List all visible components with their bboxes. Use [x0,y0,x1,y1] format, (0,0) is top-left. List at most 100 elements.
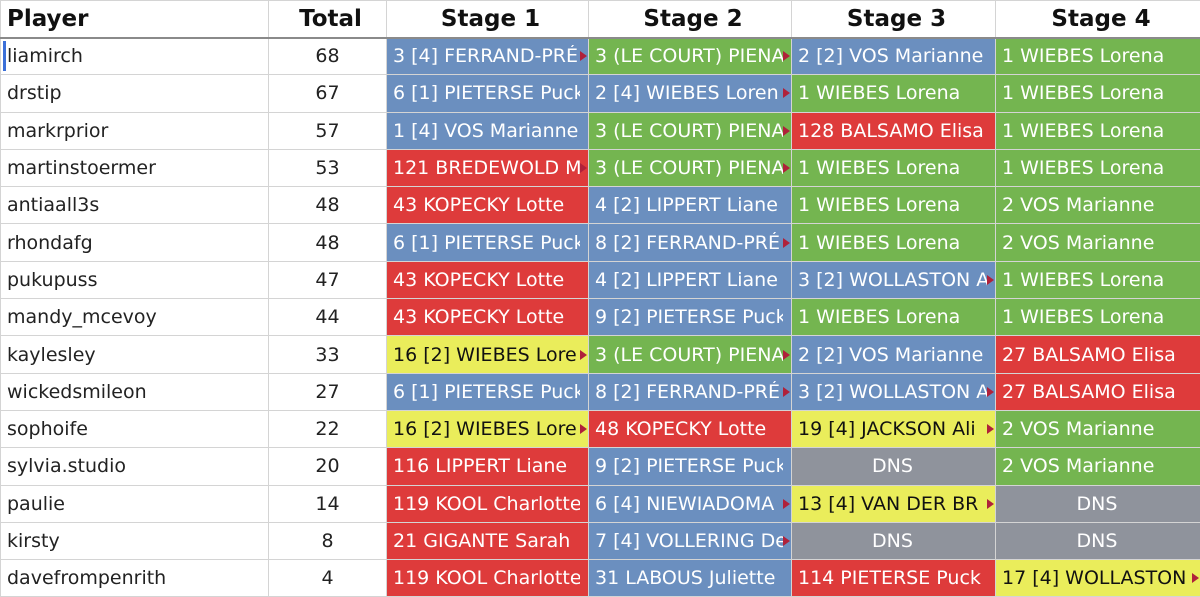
stage-1-cell[interactable]: 43 KOPECKY Lotte [386,298,589,337]
stage-4-cell[interactable]: 2 VOS Marianne [995,447,1200,486]
stage-3-cell[interactable]: 3 [2] WOLLASTON A [791,260,996,300]
stage-3-cell[interactable]: 128 BALSAMO Elisa [791,111,996,150]
stage-4-cell[interactable]: 2 VOS Marianne [995,186,1200,225]
stage-3-cell[interactable]: DNS [791,447,996,486]
stage-cell-text: 48 KOPECKY Lotte [595,418,767,441]
stage-1-cell[interactable]: 16 [2] WIEBES Lore [386,409,589,449]
stage-3-cell[interactable]: 1 WIEBES Lorena [791,298,996,337]
stage-2-cell[interactable]: 31 LABOUS Juliette [588,559,792,597]
header-stage-2[interactable]: Stage 2 [588,0,792,39]
player-cell[interactable]: sylvia.studio [0,447,269,486]
stage-4-cell[interactable]: 2 VOS Marianne [995,223,1200,262]
total-cell[interactable]: 53 [268,148,387,188]
stage-cell-text: DNS [1076,530,1118,552]
player-cell[interactable]: liamirch [0,36,269,76]
stage-1-cell[interactable]: 43 KOPECKY Lotte [386,186,589,225]
stage-1-cell[interactable]: 6 [1] PIETERSE Puck [386,74,589,113]
stage-2-cell[interactable]: 7 [4] VOLLERING De [588,521,792,561]
player-cell[interactable]: rhondafg [0,223,269,262]
stage-3-cell[interactable]: 3 [2] WOLLASTON A [791,372,996,411]
total-cell[interactable]: 68 [268,36,387,76]
total-cell[interactable]: 47 [268,260,387,300]
stage-2-cell[interactable]: 9 [2] PIETERSE Puck [588,298,792,337]
stage-2-cell[interactable]: 3 (LE COURT) PIENA [588,36,792,76]
stage-2-cell[interactable]: 9 [2] PIETERSE Puck [588,447,792,486]
stage-4-cell[interactable]: 1 WIEBES Lorena [995,260,1200,300]
total-cell[interactable]: 48 [268,186,387,225]
player-cell[interactable]: kirsty [0,521,269,561]
stage-2-cell[interactable]: 2 [4] WIEBES Loren [588,74,792,113]
stage-3-cell[interactable]: 1 WIEBES Lorena [791,148,996,188]
stage-cell-text: 3 [4] FERRAND-PRÉ [393,45,579,68]
stage-1-cell[interactable]: 3 [4] FERRAND-PRÉ [386,36,589,76]
stage-3-cell[interactable]: DNS [791,521,996,561]
header-total[interactable]: Total [268,0,387,39]
stage-2-cell[interactable]: 4 [2] LIPPERT Liane [588,260,792,300]
stage-2-cell[interactable]: 3 (LE COURT) PIENA [588,335,792,374]
stage-1-cell[interactable]: 119 KOOL Charlotte [386,484,589,523]
stage-4-cell[interactable]: 27 BALSAMO Elisa [995,335,1200,374]
stage-3-cell[interactable]: 1 WIEBES Lorena [791,186,996,225]
stage-4-cell[interactable]: 1 WIEBES Lorena [995,111,1200,150]
stage-4-cell[interactable]: DNS [995,521,1200,561]
player-cell[interactable]: wickedsmileon [0,372,269,411]
stage-1-cell[interactable]: 121 BREDEWOLD M [386,148,589,188]
stage-2-cell[interactable]: 48 KOPECKY Lotte [588,409,792,449]
player-cell[interactable]: martinstoermer [0,148,269,188]
stage-3-cell[interactable]: 1 WIEBES Lorena [791,223,996,262]
stage-2-cell[interactable]: 4 [2] LIPPERT Liane [588,186,792,225]
player-cell[interactable]: markrprior [0,111,269,150]
player-cell[interactable]: drstip [0,74,269,113]
player-cell[interactable]: antiaall3s [0,186,269,225]
stage-4-cell[interactable]: 1 WIEBES Lorena [995,36,1200,76]
total-cell[interactable]: 14 [268,484,387,523]
player-cell[interactable]: pukupuss [0,260,269,300]
header-stage-1[interactable]: Stage 1 [386,0,589,39]
stage-2-cell[interactable]: 8 [2] FERRAND-PRÉ [588,372,792,411]
stage-1-cell[interactable]: 16 [2] WIEBES Lore [386,335,589,374]
stage-4-cell[interactable]: 1 WIEBES Lorena [995,148,1200,188]
stage-3-cell[interactable]: 2 [2] VOS Marianne [791,36,996,76]
stage-2-cell[interactable]: 3 (LE COURT) PIENA [588,111,792,150]
stage-3-cell[interactable]: 13 [4] VAN DER BR [791,484,996,523]
header-player[interactable]: Player [0,0,269,39]
stage-4-cell[interactable]: 27 BALSAMO Elisa [995,372,1200,411]
total-cell[interactable]: 22 [268,409,387,449]
player-cell[interactable]: kaylesley [0,335,269,374]
stage-4-cell[interactable]: 1 WIEBES Lorena [995,298,1200,337]
total-cell[interactable]: 44 [268,298,387,337]
stage-cell-text: 1 WIEBES Lorena [1002,119,1165,142]
stage-1-cell[interactable]: 116 LIPPERT Liane [386,447,589,486]
stage-1-cell[interactable]: 6 [1] PIETERSE Puck [386,223,589,262]
stage-4-cell[interactable]: 17 [4] WOLLASTON [995,559,1200,597]
player-cell[interactable]: sophoife [0,409,269,449]
stage-1-cell[interactable]: 43 KOPECKY Lotte [386,260,589,300]
stage-2-cell[interactable]: 8 [2] FERRAND-PRÉ [588,223,792,262]
total-cell[interactable]: 27 [268,372,387,411]
stage-3-cell[interactable]: 19 [4] JACKSON Ali [791,409,996,449]
total-cell[interactable]: 57 [268,111,387,150]
stage-1-cell[interactable]: 1 [4] VOS Marianne [386,111,589,150]
stage-4-cell[interactable]: 2 VOS Marianne [995,409,1200,449]
total-cell[interactable]: 33 [268,335,387,374]
stage-3-cell[interactable]: 1 WIEBES Lorena [791,74,996,113]
stage-3-cell[interactable]: 2 [2] VOS Marianne [791,335,996,374]
stage-2-cell[interactable]: 3 (LE COURT) PIENA [588,148,792,188]
player-cell[interactable]: mandy_mcevoy [0,298,269,337]
stage-4-cell[interactable]: 1 WIEBES Lorena [995,74,1200,113]
stage-3-cell[interactable]: 114 PIETERSE Puck [791,559,996,597]
stage-1-cell[interactable]: 21 GIGANTE Sarah [386,521,589,561]
total-cell[interactable]: 48 [268,223,387,262]
header-stage-4[interactable]: Stage 4 [995,0,1200,39]
total-cell[interactable]: 4 [268,559,387,597]
player-cell[interactable]: davefrompenrith [0,559,269,597]
header-stage-3[interactable]: Stage 3 [791,0,996,39]
stage-4-cell[interactable]: DNS [995,484,1200,523]
stage-1-cell[interactable]: 6 [1] PIETERSE Puck [386,372,589,411]
player-cell[interactable]: paulie [0,484,269,523]
total-cell[interactable]: 67 [268,74,387,113]
stage-2-cell[interactable]: 6 [4] NIEWIADOMA [588,484,792,523]
total-cell[interactable]: 20 [268,447,387,486]
stage-1-cell[interactable]: 119 KOOL Charlotte [386,559,589,597]
total-cell[interactable]: 8 [268,521,387,561]
